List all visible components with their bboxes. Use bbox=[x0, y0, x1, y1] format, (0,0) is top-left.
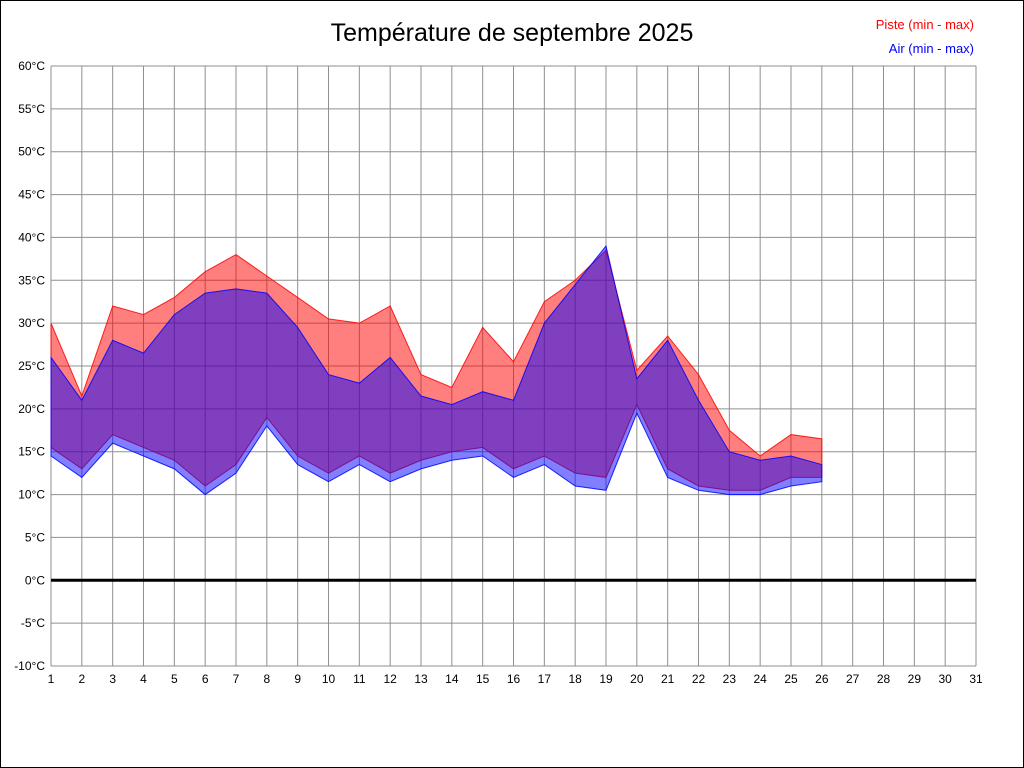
x-tick-label: 1 bbox=[48, 672, 55, 686]
x-tick-label: 17 bbox=[538, 672, 552, 686]
x-tick-label: 16 bbox=[507, 672, 521, 686]
y-tick-label: 25°C bbox=[18, 359, 45, 373]
x-tick-label: 4 bbox=[140, 672, 147, 686]
y-tick-label: 50°C bbox=[18, 145, 45, 159]
air-minmax-band bbox=[50, 244, 823, 496]
x-tick-label: 26 bbox=[815, 672, 829, 686]
y-tick-label: 5°C bbox=[25, 530, 45, 544]
page-title: Température de septembre 2025 bbox=[330, 19, 694, 47]
x-tick-label: 10 bbox=[322, 672, 336, 686]
x-tick-label: 27 bbox=[846, 672, 860, 686]
x-tick-label: 3 bbox=[109, 672, 116, 686]
legend-piste-label: Piste (min - max) bbox=[875, 17, 974, 32]
x-tick-label: 31 bbox=[969, 672, 983, 686]
x-tick-label: 21 bbox=[661, 672, 675, 686]
y-tick-label: 60°C bbox=[18, 59, 45, 73]
y-tick-label: 35°C bbox=[18, 273, 45, 287]
y-tick-label: 15°C bbox=[18, 445, 45, 459]
x-tick-label: 28 bbox=[877, 672, 891, 686]
x-tick-label: 6 bbox=[202, 672, 209, 686]
x-tick-label: 8 bbox=[263, 672, 270, 686]
x-tick-label: 12 bbox=[383, 672, 397, 686]
y-tick-label: 40°C bbox=[18, 230, 45, 244]
x-tick-label: 13 bbox=[414, 672, 428, 686]
y-tick-label: 0°C bbox=[25, 573, 45, 587]
y-tick-label: -10°C bbox=[14, 659, 45, 673]
x-tick-label: 22 bbox=[692, 672, 706, 686]
x-tick-label: 30 bbox=[938, 672, 952, 686]
x-tick-label: 29 bbox=[908, 672, 922, 686]
x-tick-label: 18 bbox=[568, 672, 582, 686]
legend-air-label: Air (min - max) bbox=[888, 41, 974, 56]
x-tick-label: 11 bbox=[353, 672, 366, 686]
chart-legend: Piste (min - max) Air (min - max) bbox=[876, 13, 974, 61]
x-tick-label: 20 bbox=[630, 672, 644, 686]
y-tick-label: 20°C bbox=[18, 402, 45, 416]
y-tick-label: 45°C bbox=[18, 188, 45, 202]
x-tick-label: 14 bbox=[445, 672, 459, 686]
x-tick-label: 5 bbox=[171, 672, 178, 686]
x-tick-label: 23 bbox=[723, 672, 737, 686]
x-tick-label: 24 bbox=[753, 672, 767, 686]
y-tick-label: 30°C bbox=[18, 316, 45, 330]
x-tick-label: 9 bbox=[294, 672, 301, 686]
x-tick-label: 2 bbox=[78, 672, 85, 686]
y-tick-label: -5°C bbox=[21, 616, 45, 630]
x-tick-label: 25 bbox=[784, 672, 798, 686]
y-tick-label: 55°C bbox=[18, 102, 45, 116]
x-tick-label: 7 bbox=[233, 672, 240, 686]
y-tick-label: 10°C bbox=[18, 488, 45, 502]
x-tick-label: 19 bbox=[599, 672, 613, 686]
x-tick-label: 15 bbox=[476, 672, 490, 686]
